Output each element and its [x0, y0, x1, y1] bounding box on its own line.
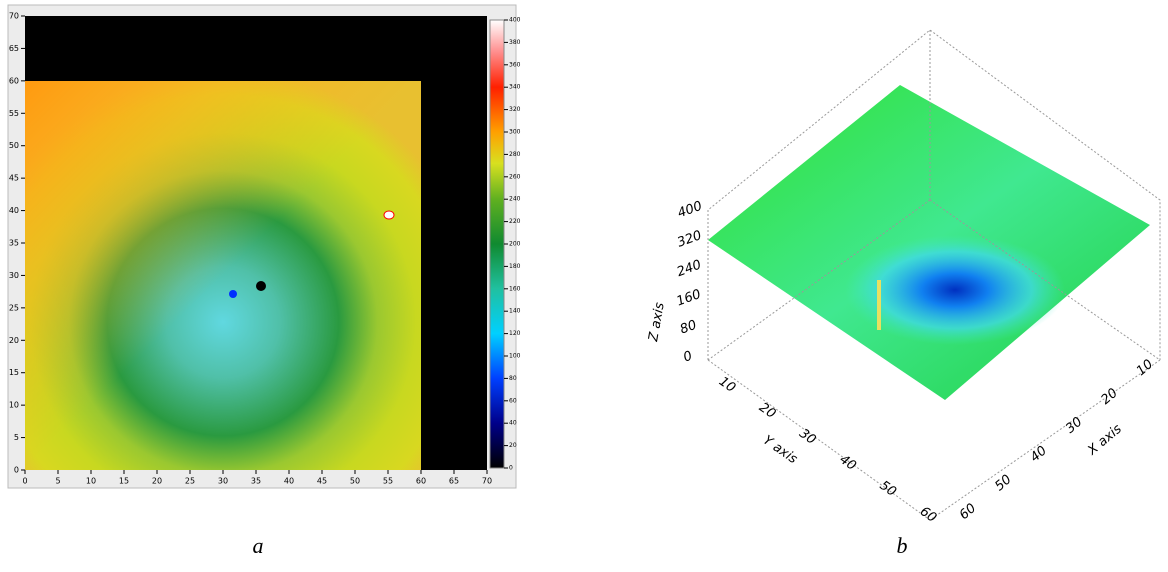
z-tick-label: 80: [678, 318, 699, 338]
y-tick-label: 35: [9, 239, 19, 248]
heatmap-spot: [256, 281, 266, 291]
caption: b: [897, 533, 908, 558]
y-tick-label: 30: [796, 426, 818, 448]
colorbar-tick-label: 100: [509, 353, 521, 360]
colorbar-tick-label: 140: [509, 308, 521, 315]
y-tick-label: 15: [9, 368, 19, 377]
x-tick-label: 40: [284, 477, 294, 486]
colorbar-tick-label: 40: [509, 420, 517, 427]
colorbar-tick-label: 400: [509, 17, 521, 24]
y-tick-label: 10: [9, 401, 19, 410]
x-tick-label: 50: [992, 472, 1014, 494]
z-tick-label: 160: [675, 287, 703, 310]
y-tick-label: 25: [9, 303, 19, 312]
colorbar-tick-label: 280: [509, 151, 521, 158]
y-tick-label: 55: [9, 109, 19, 118]
colorbar-tick-label: 220: [509, 218, 521, 225]
x-tick-label: 0: [22, 477, 27, 486]
y-tick-label: 50: [9, 141, 19, 150]
z-tick-label: 240: [675, 258, 703, 281]
heatmap-hot-region: [25, 81, 421, 470]
x-tick-label: 65: [449, 477, 459, 486]
z-tick-label: 320: [675, 228, 703, 251]
x-axis-label: X axis: [1084, 422, 1125, 459]
y-tick-label: 50: [877, 478, 899, 500]
x-tick-label: 30: [218, 477, 228, 486]
y-tick-label: 45: [9, 174, 19, 183]
x-tick-label: 35: [251, 477, 261, 486]
colorbar-tick-label: 340: [509, 84, 521, 91]
y-axis-label: Y axis: [760, 433, 800, 467]
y-tick-label: 20: [756, 400, 778, 422]
z-axis-label: Z axis: [646, 301, 668, 343]
x-tick-label: 30: [1063, 415, 1085, 437]
x-tick-label: 10: [86, 477, 96, 486]
y-tick-label: 10: [716, 374, 738, 396]
x-tick-label: 20: [1098, 386, 1120, 408]
colorbar-tick-label: 320: [509, 106, 521, 113]
colorbar: [490, 20, 504, 468]
x-tick-label: 60: [957, 501, 979, 523]
y-tick-label: 0: [14, 466, 19, 475]
colorbar-tick-label: 260: [509, 173, 521, 180]
x-tick-label: 50: [350, 477, 360, 486]
colorbar-tick-label: 240: [509, 196, 521, 203]
x-tick-label: 70: [482, 477, 492, 486]
colorbar-tick-label: 360: [509, 61, 521, 68]
x-tick-label: 25: [185, 477, 195, 486]
x-tick-label: 15: [119, 477, 129, 486]
colorbar-tick-label: 380: [509, 39, 521, 46]
y-tick-label: 65: [9, 44, 19, 53]
caption: a: [253, 533, 264, 558]
colorbar-tick-label: 120: [509, 330, 521, 337]
colorbar-tick-label: 0: [509, 465, 513, 472]
colorbar-tick-label: 80: [509, 375, 517, 382]
colorbar-tick-label: 160: [509, 285, 521, 292]
colorbar-tick-label: 200: [509, 241, 521, 248]
y-tick-label: 20: [9, 336, 19, 345]
colorbar-tick-label: 60: [509, 397, 517, 404]
colorbar-tick-label: 300: [509, 129, 521, 136]
y-tick-label: 70: [9, 12, 19, 21]
figure: a b Y axis X axis Z axis 0 5 10 15 20 25 30 35 4…: [0, 0, 1168, 568]
z-tick-label: 400: [676, 199, 704, 222]
y-tick-label: 60: [917, 504, 939, 526]
heatmap-spot: [229, 290, 237, 298]
y-tick-label: 60: [9, 76, 19, 85]
x-tick-label: 20: [152, 477, 162, 486]
colorbar-tick-label: 180: [509, 263, 521, 270]
x-tick-label: 60: [416, 477, 426, 486]
heatmap-spot: [384, 211, 394, 219]
x-tick-label: 40: [1028, 443, 1050, 465]
y-tick-label: 40: [9, 206, 19, 215]
y-tick-label: 5: [14, 433, 19, 442]
y-tick-label: 30: [9, 271, 19, 280]
z-tick-label: 0: [682, 349, 695, 366]
x-tick-label: 10: [1134, 357, 1156, 379]
x-tick-label: 55: [383, 477, 393, 486]
colorbar-tick-label: 20: [509, 442, 517, 449]
x-tick-label: 45: [317, 477, 327, 486]
y-tick-label: 40: [837, 452, 859, 474]
x-tick-label: 5: [55, 477, 60, 486]
